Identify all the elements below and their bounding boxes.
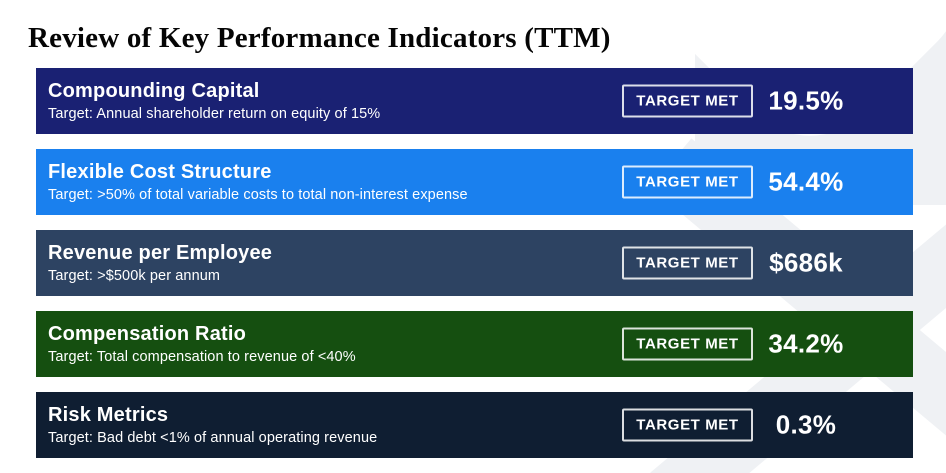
kpi-name: Flexible Cost Structure — [48, 161, 272, 183]
kpi-list: Compounding Capital Target: Annual share… — [36, 68, 913, 458]
kpi-text-block: Revenue per Employee Target: >$500k per … — [36, 242, 272, 284]
kpi-row-revenue-per-employee: Revenue per Employee Target: >$500k per … — [36, 230, 913, 296]
kpi-name: Compensation Ratio — [48, 323, 247, 345]
status-badge: TARGET MET — [622, 84, 753, 118]
kpi-value: 34.2% — [768, 328, 844, 359]
status-badge: TARGET MET — [622, 327, 753, 361]
kpi-row-compensation-ratio: Compensation Ratio Target: Total compens… — [36, 311, 913, 377]
kpi-value: $686k — [769, 247, 843, 278]
kpi-row-flexible-cost-structure: Flexible Cost Structure Target: >50% of … — [36, 149, 913, 215]
kpi-row-compounding-capital: Compounding Capital Target: Annual share… — [36, 68, 913, 134]
kpi-value: 54.4% — [768, 166, 844, 197]
kpi-target: Target: Total compensation to revenue of… — [48, 349, 356, 365]
kpi-target: Target: >50% of total variable costs to … — [48, 187, 468, 203]
status-badge: TARGET MET — [622, 165, 753, 199]
status-badge: TARGET MET — [622, 408, 753, 442]
kpi-text-block: Compensation Ratio Target: Total compens… — [36, 323, 356, 365]
kpi-text-block: Flexible Cost Structure Target: >50% of … — [36, 161, 468, 203]
kpi-name: Risk Metrics — [48, 404, 169, 426]
kpi-target: Target: >$500k per annum — [48, 268, 221, 284]
kpi-text-block: Risk Metrics Target: Bad debt <1% of ann… — [36, 404, 377, 446]
kpi-row-risk-metrics: Risk Metrics Target: Bad debt <1% of ann… — [36, 392, 913, 458]
kpi-text-block: Compounding Capital Target: Annual share… — [36, 80, 380, 122]
kpi-name: Compounding Capital — [48, 80, 260, 102]
status-badge: TARGET MET — [622, 246, 753, 280]
kpi-value: 19.5% — [768, 85, 844, 116]
kpi-name: Revenue per Employee — [48, 242, 273, 264]
kpi-target: Target: Bad debt <1% of annual operating… — [48, 430, 378, 446]
kpi-target: Target: Annual shareholder return on equ… — [48, 106, 381, 122]
kpi-value: 0.3% — [775, 409, 837, 440]
page-title: Review of Key Performance Indicators (TT… — [28, 22, 611, 54]
